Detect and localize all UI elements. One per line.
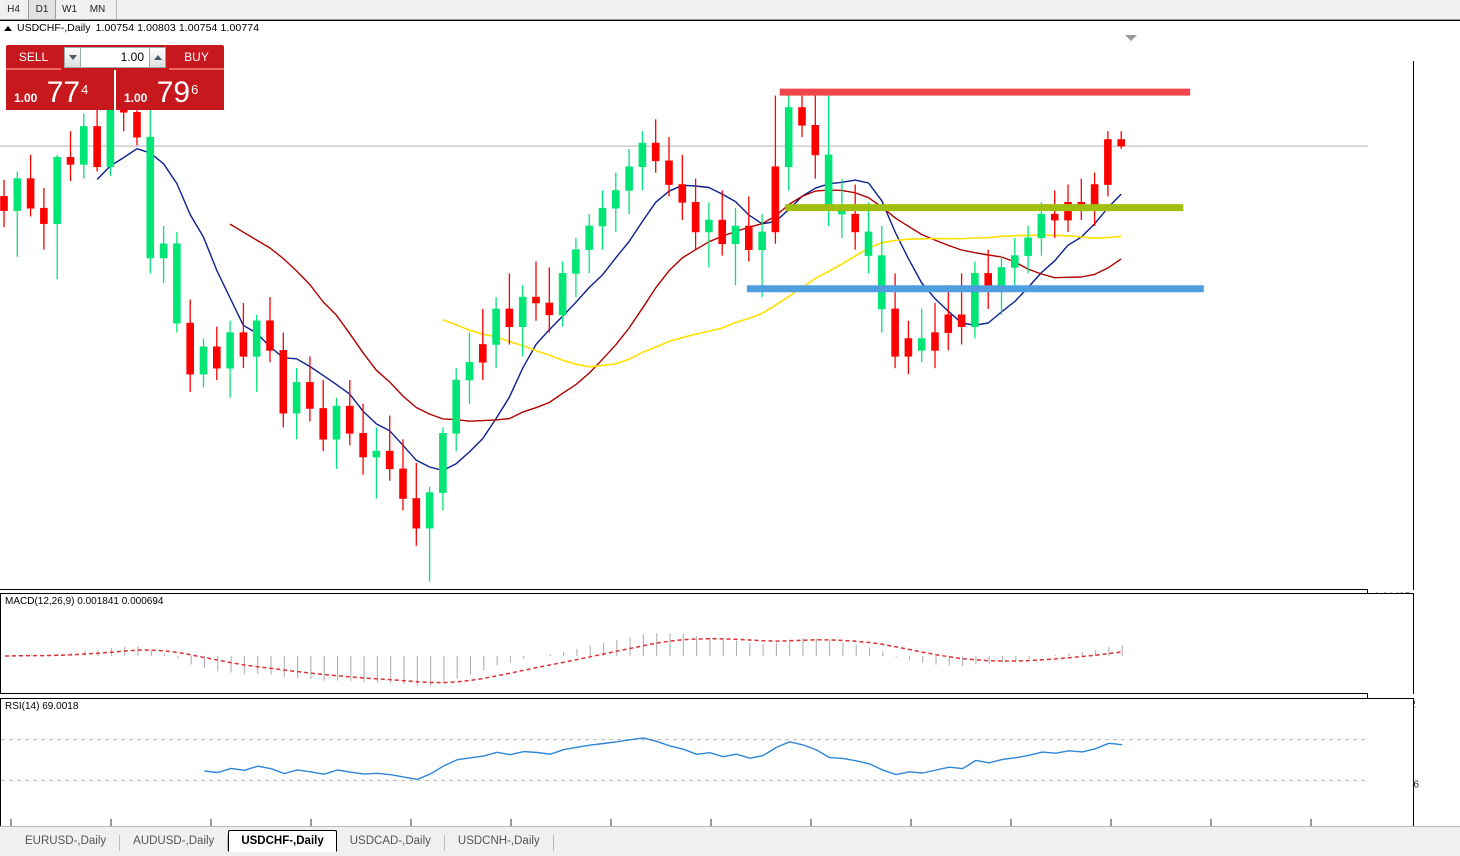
buy-price-main: 79 <box>156 76 191 109</box>
price-chart-canvas[interactable] <box>0 61 1368 589</box>
buy-price-fraction: 6 <box>191 82 199 97</box>
sell-price-box[interactable]: 1.00 77 4 <box>6 70 114 110</box>
chart-scroll-marker-icon[interactable] <box>1125 35 1137 41</box>
tab-usdcad-daily[interactable]: USDCAD-,Daily <box>349 835 431 847</box>
timeframe-button-mn[interactable]: MN <box>89 4 106 15</box>
one-click-trading-panel: SELL 1.00 BUY 1.00 77 4 <box>6 45 224 110</box>
toolbar-divider <box>116 0 117 19</box>
trade-panel-price-row: 1.00 77 4 1.00 79 6 <box>6 70 224 110</box>
chevron-down-icon <box>68 55 77 60</box>
rsi-indicator-label: RSI(14) 69.0018 <box>5 701 79 712</box>
buy-price-box[interactable]: 1.00 79 6 <box>116 70 224 110</box>
volume-stepper: 1.00 <box>61 45 169 70</box>
volume-increase-button[interactable] <box>149 47 166 68</box>
rsi-pane: RSI(14) 69.0018 10070300 <box>0 698 1414 856</box>
macd-pane: MACD(12,26,9) 0.001841 0.000694 0.005602… <box>0 593 1419 792</box>
chart-symbol-name: USDCHF-,Daily <box>17 22 91 34</box>
tab-usdcnh-daily[interactable]: USDCNH-,Daily <box>457 835 540 847</box>
tab-usdchf-daily[interactable]: USDCHF-,Daily <box>228 830 337 852</box>
chevron-up-icon <box>153 55 162 60</box>
macd-chart-canvas[interactable] <box>1 594 1369 693</box>
rsi-chart-canvas[interactable] <box>1 699 1369 827</box>
tab-audusd-daily[interactable]: AUDUSD-,Daily <box>133 835 215 847</box>
sell-price-fraction: 4 <box>81 82 89 97</box>
sell-lot-size: 1.00 <box>14 91 38 105</box>
price-pane: 1.014251.011551.008801.006101.003351.000… <box>0 61 1414 856</box>
collapse-triangle-icon[interactable] <box>4 25 12 31</box>
timeframe-toolbar: H4 D1 W1 MN <box>0 0 1460 20</box>
volume-input[interactable]: 1.00 <box>81 47 149 68</box>
timeframe-button-w1[interactable]: W1 <box>62 4 77 15</box>
timeframe-button-h4[interactable]: H4 <box>7 4 20 15</box>
trade-panel-top-row: SELL 1.00 BUY <box>6 45 224 70</box>
chart-ohlc-values: 1.00754 1.00803 1.00754 1.00774 <box>95 22 260 34</box>
volume-decrease-button[interactable] <box>64 47 81 68</box>
symbol-tabbar: EURUSD-,Daily AUDUSD-,Daily USDCHF-,Dail… <box>0 826 1460 856</box>
tab-divider <box>443 835 445 851</box>
chart-window: USDCHF-,Daily 1.00754 1.00803 1.00754 1.… <box>0 20 1460 856</box>
timeframe-button-d1[interactable]: D1 <box>28 0 56 19</box>
tab-eurusd-daily[interactable]: EURUSD-,Daily <box>25 835 107 847</box>
chart-symbol-header: USDCHF-,Daily 1.00754 1.00803 1.00754 1.… <box>0 21 1460 35</box>
tab-divider <box>119 835 121 851</box>
tab-divider <box>552 835 554 851</box>
buy-lot-size: 1.00 <box>124 91 148 105</box>
tab-divider <box>227 835 229 851</box>
buy-button[interactable]: BUY <box>169 45 224 70</box>
sell-price-main: 77 <box>46 76 81 109</box>
macd-indicator-label: MACD(12,26,9) 0.001841 0.000694 <box>5 596 164 607</box>
sell-button[interactable]: SELL <box>6 45 61 70</box>
